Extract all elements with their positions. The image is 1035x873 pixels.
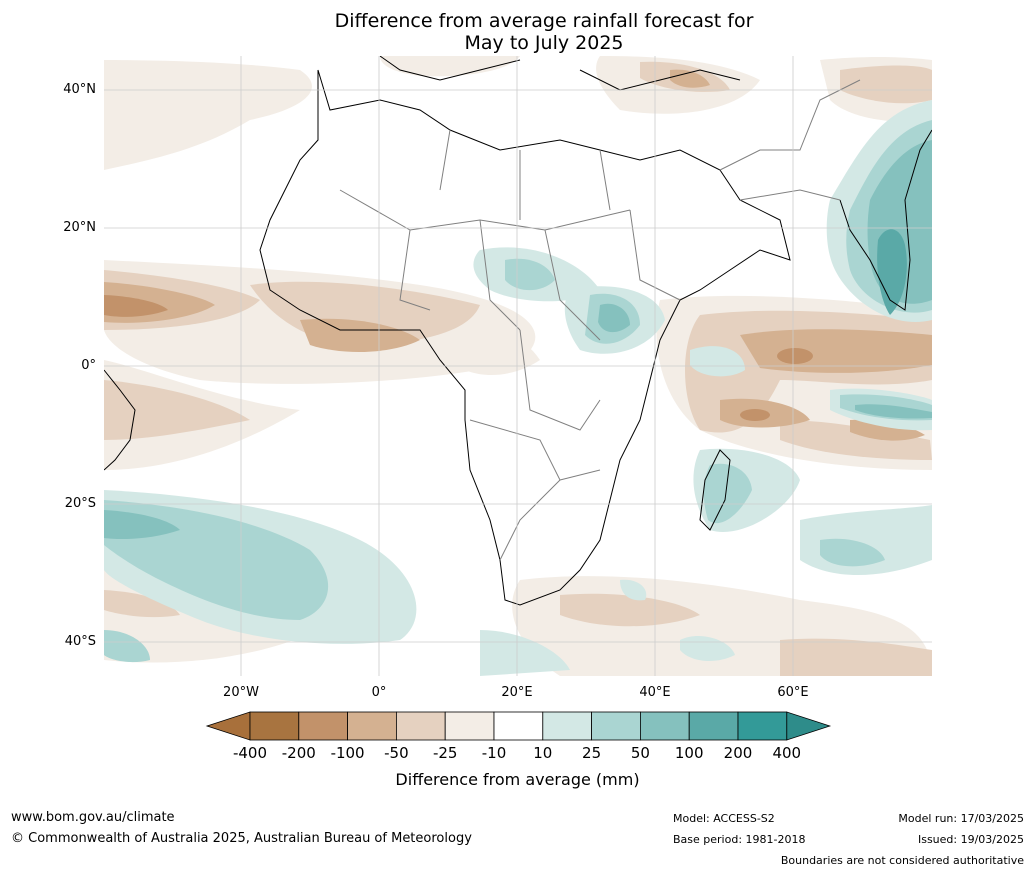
lon-label-0: 0° xyxy=(371,685,387,700)
colorbar-tick: -400 xyxy=(232,744,268,762)
colorbar-tick: 400 xyxy=(772,744,802,762)
lat-label-20s: 20°S xyxy=(64,496,96,511)
map-title: Difference from average rainfall forecas… xyxy=(0,10,1035,54)
lon-label-20e: 20°E xyxy=(501,685,533,700)
lat-label-40s: 40°S xyxy=(64,634,96,649)
colorbar-tick: 10 xyxy=(533,744,553,762)
title-line-1: Difference from average rainfall forecas… xyxy=(334,10,754,32)
title-line-2: May to July 2025 xyxy=(464,32,624,54)
colorbar-segment xyxy=(249,711,300,741)
colorbar-segment xyxy=(347,711,397,741)
copyright-notice: © Commonwealth of Australia 2025, Austra… xyxy=(11,831,472,846)
colorbar-segment xyxy=(640,711,690,741)
model-name: Model: ACCESS-S2 xyxy=(673,812,775,825)
colorbar-tick: -200 xyxy=(281,744,316,762)
model-run-date: Model run: 17/03/2025 xyxy=(898,812,1024,825)
colorbar-label: Difference from average (mm) xyxy=(395,770,640,789)
colorbar-segment xyxy=(298,711,348,741)
colorbar-tick: 200 xyxy=(723,744,753,762)
colorbar-tick: -10 xyxy=(481,744,507,762)
lon-label-40e: 40°E xyxy=(639,685,671,700)
issued-date: Issued: 19/03/2025 xyxy=(917,833,1024,846)
colorbar-tick: 100 xyxy=(674,744,704,762)
lat-label-20n: 20°N xyxy=(63,220,96,235)
colorbar-segment xyxy=(688,711,739,741)
website-link[interactable]: www.bom.gov.au/climate xyxy=(11,810,175,825)
country-borders xyxy=(339,79,861,561)
colorbar-segment xyxy=(542,711,592,741)
colorbar-segment xyxy=(444,711,495,741)
colorbar-extend-high xyxy=(786,711,832,741)
colorbar-extend-low xyxy=(205,711,251,741)
anomaly-very-wet xyxy=(877,229,907,315)
colorbar-segment xyxy=(395,711,446,741)
coastlines xyxy=(104,56,932,606)
map-area xyxy=(104,56,932,676)
colorbar-tick: 25 xyxy=(582,744,602,762)
colorbar-tick: -25 xyxy=(432,744,458,762)
lat-label-40n: 40°N xyxy=(63,82,96,97)
colorbar xyxy=(205,711,832,741)
lon-label-60e: 60°E xyxy=(777,685,809,700)
colorbar-segment xyxy=(737,711,788,741)
colorbar-segment xyxy=(591,711,641,741)
colorbar-segment xyxy=(493,711,544,741)
lon-label-20w: 20°W xyxy=(223,685,259,700)
boundaries-disclaimer: Boundaries are not considered authoritat… xyxy=(780,854,1024,867)
base-period: Base period: 1981-2018 xyxy=(673,833,806,846)
lat-label-0: 0° xyxy=(81,358,96,373)
colorbar-tick: -100 xyxy=(330,744,365,762)
anomaly-very-dry xyxy=(104,295,813,421)
colorbar-tick: -50 xyxy=(384,744,409,762)
colorbar-tick: 50 xyxy=(630,744,650,762)
graticule xyxy=(104,56,932,676)
